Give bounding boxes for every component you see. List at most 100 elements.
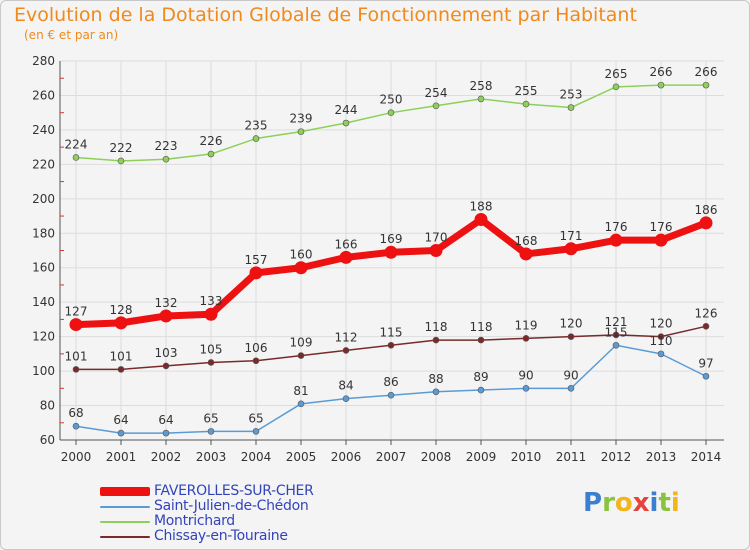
series-saint-julien-de-ch-don-point	[477, 386, 485, 394]
data-label: 239	[290, 112, 313, 126]
series-saint-julien-de-ch-don-point	[702, 372, 710, 380]
data-label: 101	[65, 349, 88, 363]
data-label: 224	[65, 137, 88, 151]
data-label: 97	[698, 356, 713, 370]
data-label: 127	[65, 305, 88, 319]
series-chissay-en-touraine-point	[657, 333, 665, 340]
series-chissay-en-touraine-point	[162, 362, 170, 370]
y-tick-label: 240	[32, 123, 55, 137]
x-tick-label: 2011	[556, 450, 587, 464]
legend-swatch	[100, 521, 150, 523]
y-tick-label: 120	[32, 330, 55, 344]
x-tick-label: 2006	[331, 450, 362, 464]
data-label: 81	[293, 384, 308, 398]
series-chissay-en-touraine-point	[387, 341, 395, 349]
legend-label: Saint-Julien-de-Chédon	[154, 498, 309, 514]
series-saint-julien-de-ch-don-point	[387, 391, 395, 399]
data-label: 90	[518, 368, 533, 382]
series-layer	[69, 81, 713, 437]
y-tick-label: 200	[32, 192, 55, 206]
series-chissay-en-touraine-point	[477, 336, 485, 344]
data-label: 109	[290, 336, 313, 350]
series-saint-julien-de-ch-don-point	[342, 395, 350, 402]
data-label: 265	[605, 67, 628, 81]
data-label: 160	[290, 248, 313, 262]
series-faverolles-sur-cher-point	[204, 307, 218, 321]
x-tick-label: 2013	[646, 450, 677, 464]
series-faverolles-sur-cher-point	[69, 318, 83, 332]
data-label: 64	[158, 413, 173, 427]
series-chissay-en-touraine-point	[207, 359, 215, 366]
data-label: 235	[245, 119, 268, 133]
series-montrichard-point	[297, 128, 305, 135]
series-saint-julien-de-ch-don-point	[162, 429, 170, 437]
data-label: 169	[380, 232, 403, 246]
series-faverolles-sur-cher-point	[339, 250, 353, 264]
data-label: 115	[605, 325, 628, 339]
series-montrichard-point	[117, 157, 125, 165]
x-tick-label: 2008	[421, 450, 452, 464]
series-montrichard-point	[342, 119, 350, 127]
data-label: 266	[695, 65, 718, 79]
y-tick-label: 280	[32, 54, 55, 68]
series-chissay-en-touraine-point	[252, 357, 260, 365]
chart-subtitle: (en € et par an)	[24, 28, 119, 42]
series-chissay-en-touraine-point	[297, 352, 305, 359]
series-faverolles-sur-cher-point	[429, 244, 443, 257]
series-faverolles-sur-cher-point	[564, 242, 578, 256]
data-label: 253	[560, 88, 583, 102]
data-label: 223	[155, 139, 178, 153]
data-label: 106	[245, 341, 268, 355]
logo-letter: o	[614, 488, 633, 518]
data-label: 118	[470, 320, 493, 334]
legend-swatch	[100, 536, 150, 538]
series-montrichard-point	[162, 155, 170, 163]
series-saint-julien-de-ch-don-point	[207, 428, 215, 435]
series-saint-julien-de-ch-don-point	[297, 400, 305, 408]
data-label: 128	[110, 303, 133, 317]
y-tick-label: 220	[32, 157, 55, 171]
legend-label: FAVEROLLES-SUR-CHER	[154, 483, 314, 499]
data-label: 90	[563, 368, 578, 382]
data-label: 84	[338, 379, 353, 393]
x-tick-label: 2001	[106, 450, 137, 464]
series-montrichard-point	[387, 109, 395, 116]
data-label: 157	[245, 253, 268, 267]
series-montrichard-point	[432, 102, 440, 110]
series-saint-julien-de-ch-don-point	[522, 385, 530, 392]
grid-lines	[60, 60, 724, 441]
data-label: 170	[425, 231, 448, 245]
chart-title: Evolution de la Dotation Globale de Fonc…	[14, 4, 637, 26]
logo-letter: i	[670, 488, 680, 518]
series-faverolles-sur-cher-point	[609, 233, 623, 247]
series-saint-julien-de-ch-don-point	[567, 385, 575, 392]
data-label: 126	[695, 306, 718, 320]
data-label: 65	[203, 411, 218, 425]
series-chissay-en-touraine-point	[117, 366, 125, 373]
data-label: 266	[650, 65, 673, 79]
series-montrichard-point	[657, 81, 665, 89]
data-label: 188	[470, 199, 493, 213]
proxiti-logo: Proxiti	[583, 488, 680, 518]
series-faverolles-sur-cher-point	[384, 245, 398, 259]
data-label: 118	[425, 320, 448, 334]
data-label: 115	[380, 325, 403, 339]
series-saint-julien-de-ch-don-point	[117, 429, 125, 437]
series-saint-julien-de-ch-don-point	[612, 341, 620, 349]
series-montrichard-point	[477, 95, 485, 103]
data-label: 166	[335, 237, 358, 251]
series-faverolles-sur-cher-point	[294, 261, 308, 275]
data-label: 171	[560, 229, 583, 243]
logo-letter: x	[632, 488, 650, 518]
series-faverolles-sur-cher-point	[114, 316, 128, 330]
axes: 60 80 100 120 140 160 180 200 220 240 260 280 2000 20…	[32, 54, 724, 464]
data-labels: 68 64 64 65 65 81 84 86 88 89 90 90 115 110 97 224 222 22…	[65, 65, 718, 427]
data-label: 250	[380, 93, 403, 107]
series-chissay-en-touraine-point	[72, 366, 80, 373]
series-montrichard-point	[522, 100, 530, 108]
data-label: 110	[650, 334, 673, 348]
data-label: 132	[155, 296, 178, 310]
data-label: 88	[428, 372, 443, 386]
x-tick-label: 2010	[511, 450, 542, 464]
